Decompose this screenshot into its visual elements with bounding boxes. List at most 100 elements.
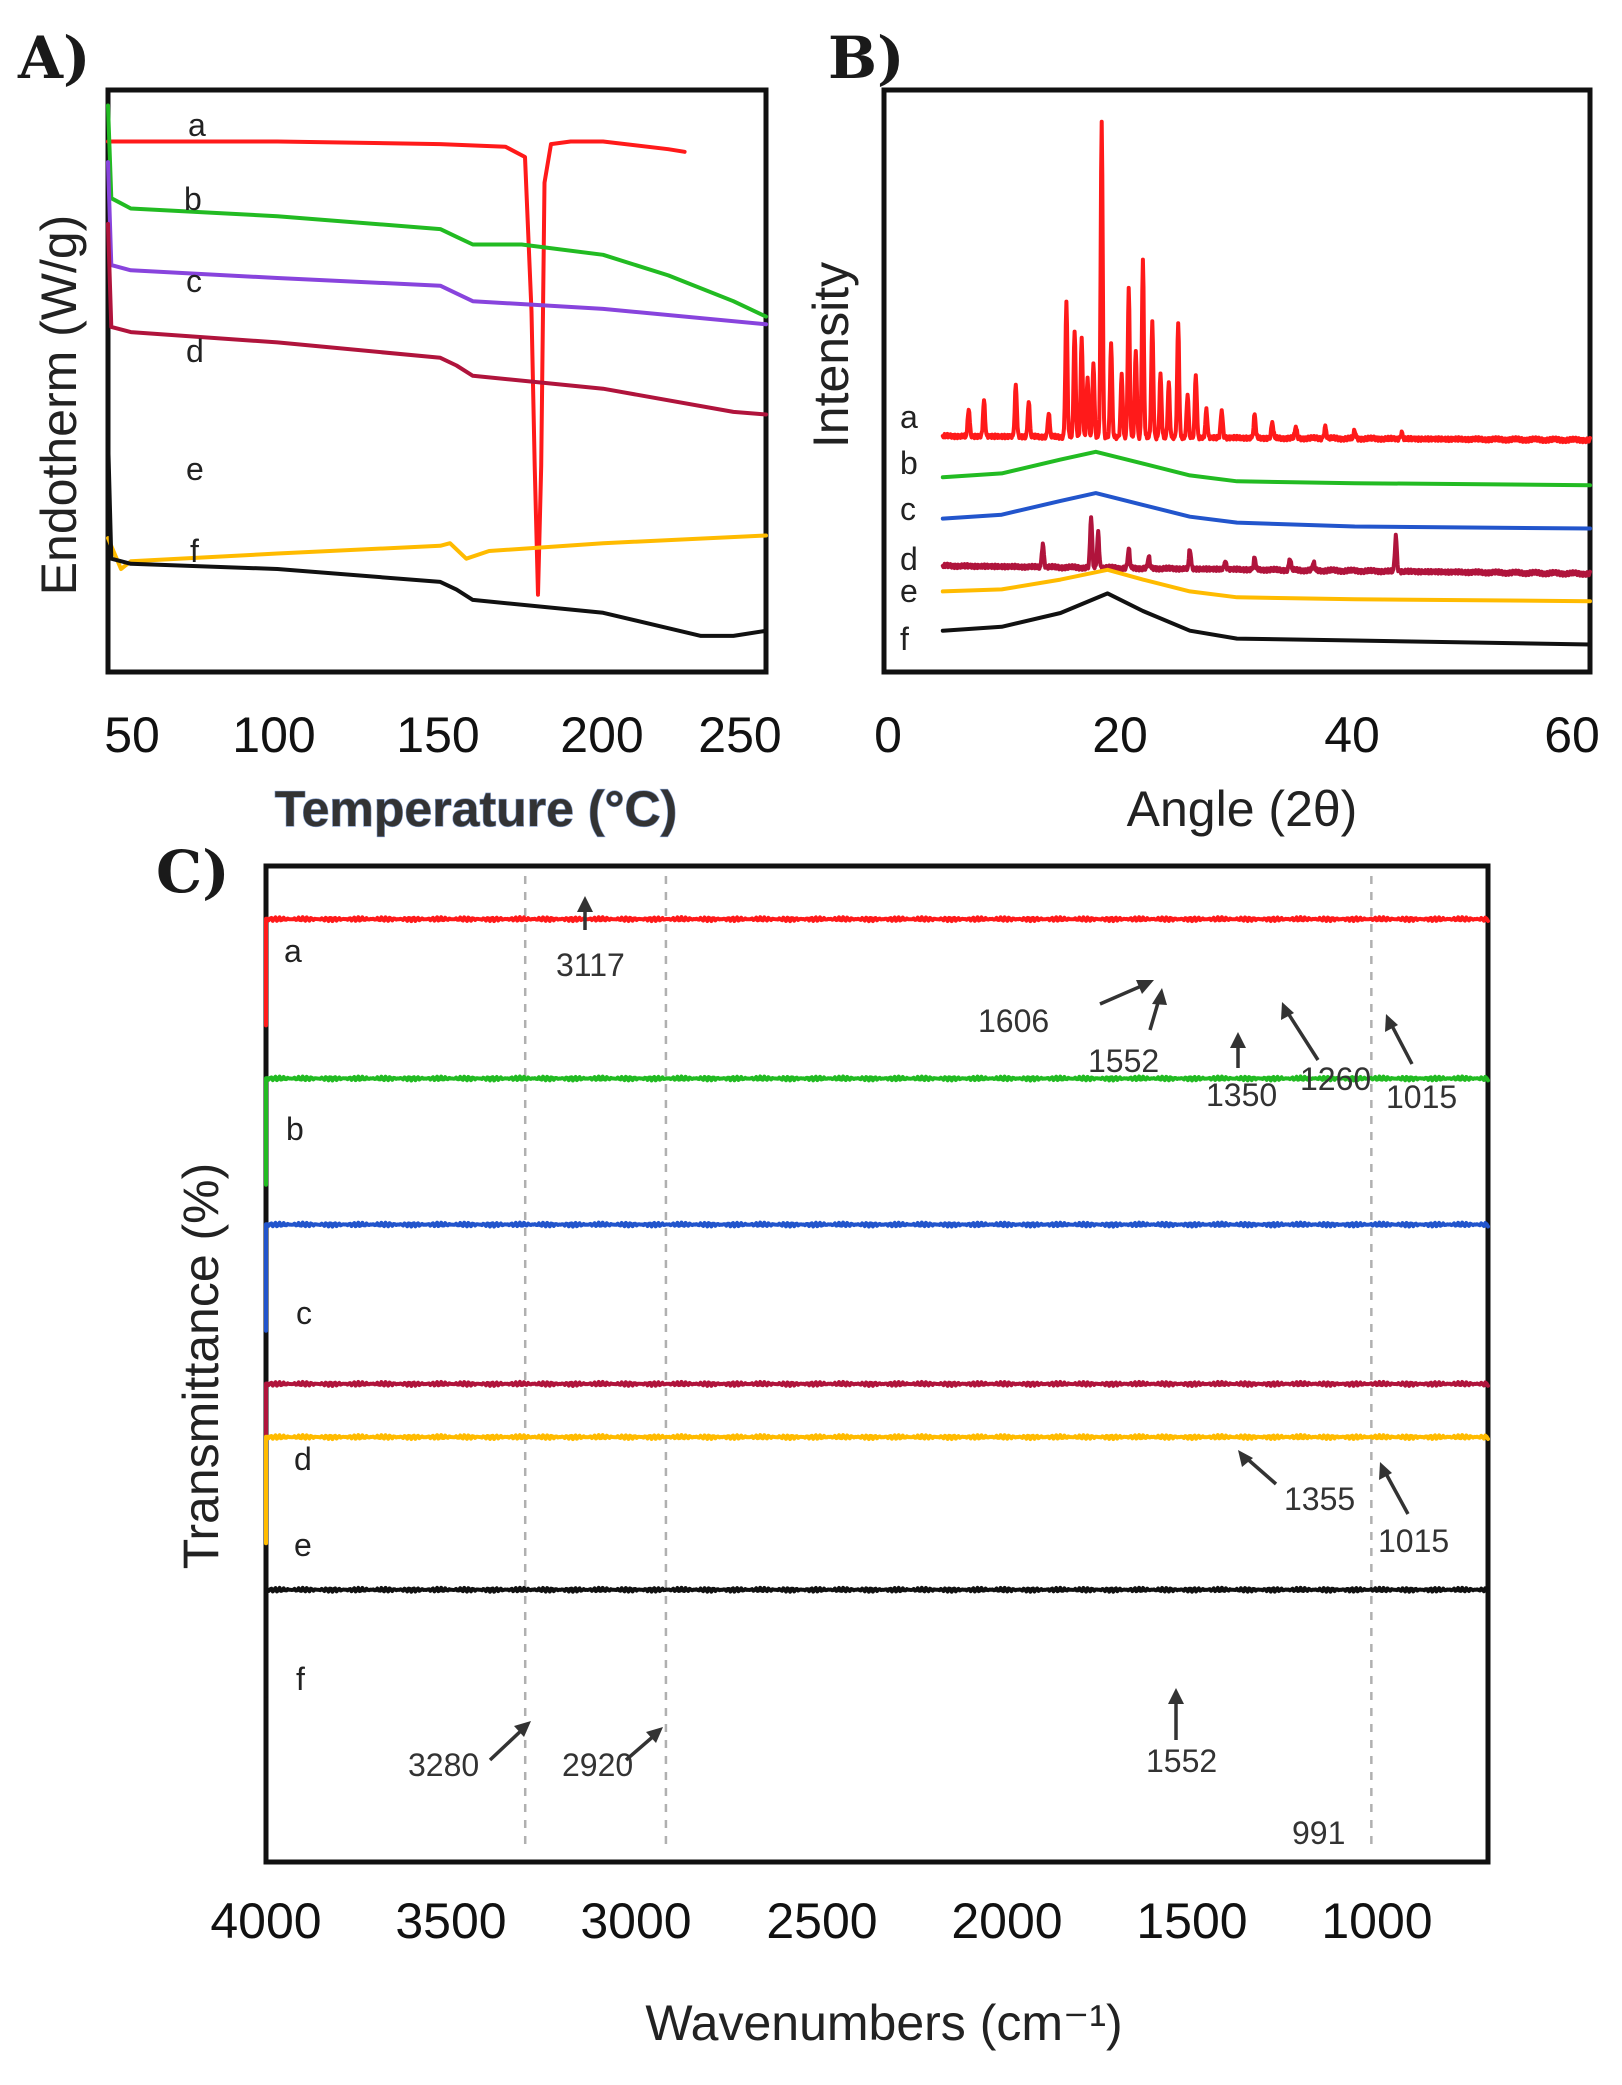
series-label-e: e — [186, 451, 204, 487]
series-label-d: d — [186, 333, 204, 369]
series-label-f: f — [900, 621, 909, 657]
panel-c-reference-lines — [523, 876, 1373, 1852]
annotation-1606: 1606 — [978, 1003, 1049, 1039]
arrowhead — [1385, 1014, 1398, 1032]
x-tick-label: 3500 — [395, 1893, 506, 1949]
series-label-d: d — [900, 541, 918, 577]
x-tick-label: 3000 — [580, 1893, 691, 1949]
annotation-1260: 1260 — [1300, 1061, 1371, 1097]
annotation-1015: 1015 — [1378, 1523, 1449, 1559]
panel-c-label: C) — [156, 838, 230, 906]
annotation-2920: 2920 — [562, 1747, 633, 1783]
annotation-1355: 1355 — [1284, 1481, 1355, 1517]
series-label-c: c — [186, 263, 202, 299]
annotation-1350: 1350 — [1206, 1077, 1277, 1113]
x-tick-label: 100 — [232, 707, 315, 763]
annotation-arrow — [1099, 982, 1147, 1006]
panel-b-y-axis-label: Intensity — [803, 262, 859, 448]
annotation-arrow — [1382, 1469, 1410, 1515]
panel-b-label: B) — [828, 24, 904, 92]
panel-c-curves — [264, 915, 1490, 1698]
annotation-3117: 3117 — [556, 947, 625, 983]
series-label-e: e — [900, 573, 918, 609]
x-tick-label: 60 — [1544, 707, 1600, 763]
panel-b-x-axis-label: Angle (2θ) — [1127, 781, 1358, 837]
panel-a-y-axis-label: Endotherm (W/g) — [31, 215, 87, 596]
series-label-b: b — [900, 445, 918, 481]
series-label-e: e — [294, 1527, 312, 1563]
series-label-d: d — [294, 1441, 312, 1477]
annotation-arrow — [488, 1726, 526, 1762]
arrowhead — [514, 1721, 531, 1737]
dsc-curve-f — [106, 433, 768, 638]
annotation-arrow — [1284, 1009, 1320, 1061]
xrd-curve-a — [940, 119, 1592, 445]
dsc-curve-d — [106, 221, 768, 417]
panel-c-frame — [263, 863, 1491, 1865]
ftir-curve-d — [264, 1379, 1490, 1493]
arrowhead — [646, 1727, 663, 1743]
series-label-a: a — [900, 399, 918, 435]
annotation-arrow — [624, 1732, 658, 1762]
dsc-curve-a — [106, 139, 687, 597]
xrd-curve-c — [940, 491, 1592, 531]
ftir-curve-e — [264, 1433, 1490, 1546]
annotation-3280: 3280 — [408, 1747, 479, 1783]
series-label-a: a — [284, 933, 302, 969]
x-tick-label: 2000 — [951, 1893, 1062, 1949]
arrowhead — [1168, 1688, 1184, 1704]
arrowhead — [1238, 1450, 1253, 1467]
dsc-curve-b — [106, 103, 768, 319]
x-tick-label: 20 — [1092, 707, 1148, 763]
x-tick-label: 40 — [1324, 707, 1380, 763]
panel-c-x-axis-label: Wavenumbers (cm⁻¹) — [645, 1995, 1122, 2051]
x-tick-label: 200 — [560, 707, 643, 763]
annotation-arrow — [1388, 1021, 1414, 1065]
series-label-a: a — [188, 107, 206, 143]
arrowhead — [1281, 1002, 1294, 1020]
annotation-1552: 1552 — [1146, 1743, 1217, 1779]
annotation-1015: 1015 — [1386, 1079, 1457, 1115]
panel-a-series-labels: a b c d e f — [184, 107, 206, 569]
panel-b-frame — [881, 87, 1593, 675]
annotation-991: 991 — [1292, 1815, 1345, 1851]
panel-a-x-axis-label: Temperature (°C) — [275, 781, 677, 837]
x-tick-label: 50 — [104, 707, 160, 763]
panel-a: A) a b c d e f 50 100 150 200 250 Temper… — [17, 24, 782, 838]
panel-b-x-ticks: 0 20 40 60 — [874, 707, 1600, 763]
xrd-curve-e — [940, 567, 1592, 604]
ftir-curve-c — [264, 1220, 1490, 1333]
annotation-1552: 1552 — [1088, 1043, 1159, 1079]
panel-c-y-axis-label: Transmittance (%) — [173, 1163, 229, 1570]
x-tick-label: 150 — [396, 707, 479, 763]
panel-c: C) a b c d e f 3117 1606 1552 1350 — [156, 838, 1491, 2051]
x-tick-label: 2500 — [766, 1893, 877, 1949]
dsc-curve-e — [106, 533, 768, 571]
panel-c-annotations: 3117 1606 1552 1350 1260 1015 1355 1015 — [408, 896, 1457, 1851]
xrd-curve-b — [940, 449, 1592, 488]
panel-b-curves — [940, 119, 1592, 647]
x-tick-label: 0 — [874, 707, 902, 763]
ftir-curve-f — [264, 1585, 1490, 1698]
series-label-f: f — [296, 1661, 305, 1697]
x-tick-label: 1000 — [1321, 1893, 1432, 1949]
panel-a-label: A) — [17, 24, 90, 92]
dsc-curve-c — [106, 160, 768, 327]
xrd-curve-d — [940, 515, 1592, 578]
x-tick-label: 250 — [698, 707, 781, 763]
x-tick-label: 1500 — [1136, 1893, 1247, 1949]
panel-c-x-ticks: 4000 3500 3000 2500 2000 1500 1000 — [210, 1893, 1432, 1949]
panel-b-series-labels: a b c d e f — [900, 399, 918, 657]
arrowhead — [1152, 988, 1167, 1005]
ftir-curve-a — [264, 915, 1490, 1028]
panel-b: B) a b c d e f 0 20 40 60 Angle (2θ) Int… — [803, 24, 1600, 837]
arrowhead — [1379, 1462, 1392, 1480]
series-label-b: b — [184, 181, 202, 217]
panel-a-curves — [106, 103, 768, 638]
arrowhead — [577, 896, 593, 912]
series-label-c: c — [296, 1295, 312, 1331]
ftir-curve-b — [264, 1074, 1490, 1187]
arrowhead — [1230, 1032, 1246, 1048]
panel-a-frame — [105, 87, 769, 675]
